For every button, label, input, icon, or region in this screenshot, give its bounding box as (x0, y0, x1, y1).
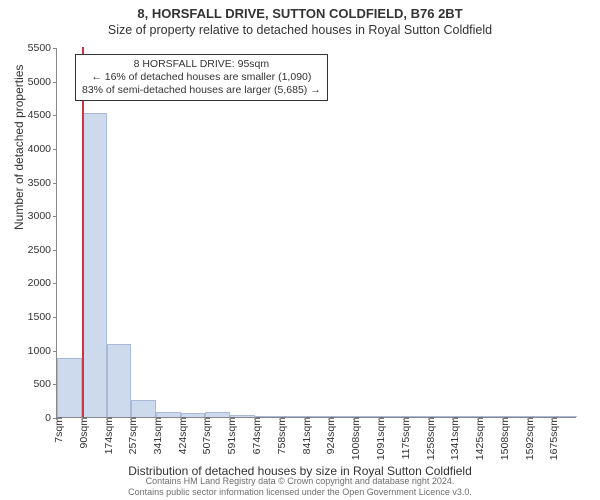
x-tick-mark (379, 417, 380, 421)
plot-region: 0500100015002000250030003500400045005000… (56, 48, 576, 418)
histogram-bar (404, 416, 429, 417)
histogram-bar (131, 400, 156, 417)
chart-area: 0500100015002000250030003500400045005000… (56, 48, 576, 418)
x-tick-label: 257sqm (123, 417, 139, 454)
x-tick-label: 1175sqm (396, 417, 412, 459)
histogram-bar (82, 113, 107, 417)
histogram-bar (57, 358, 82, 417)
x-tick-label: 90sqm (74, 417, 90, 449)
histogram-bar (528, 416, 553, 417)
histogram-bar (552, 416, 577, 417)
x-tick-label: 1091sqm (371, 417, 387, 460)
x-tick-mark (329, 417, 330, 421)
page-title: 8, HORSFALL DRIVE, SUTTON COLDFIELD, B76… (0, 0, 600, 21)
y-tick-mark (53, 351, 57, 352)
y-tick-mark (53, 317, 57, 318)
x-tick-label: 1258sqm (421, 417, 437, 460)
histogram-bar (181, 413, 206, 417)
x-tick-label: 924sqm (321, 417, 337, 454)
x-tick-mark (453, 417, 454, 421)
y-tick-mark (53, 250, 57, 251)
x-tick-label: 1508sqm (495, 417, 511, 460)
annotation-line-1: 8 HORSFALL DRIVE: 95sqm (82, 58, 321, 71)
x-tick-mark (156, 417, 157, 421)
property-marker-line (82, 47, 84, 417)
x-tick-mark (478, 417, 479, 421)
histogram-bar (305, 416, 330, 417)
x-tick-label: 1341sqm (445, 417, 461, 460)
histogram-bar (230, 415, 255, 417)
x-tick-label: 1675sqm (544, 417, 560, 460)
x-tick-mark (305, 417, 306, 421)
y-tick-mark (53, 216, 57, 217)
page-subtitle: Size of property relative to detached ho… (0, 21, 600, 37)
x-tick-label: 341sqm (148, 417, 164, 454)
x-tick-mark (280, 417, 281, 421)
x-tick-label: 1008sqm (346, 417, 362, 460)
x-tick-mark (255, 417, 256, 421)
x-tick-mark (528, 417, 529, 421)
histogram-bar (329, 416, 354, 417)
x-tick-label: 674sqm (247, 417, 263, 454)
x-tick-label: 174sqm (99, 417, 115, 454)
footer-attribution: Contains HM Land Registry data © Crown c… (0, 476, 600, 498)
histogram-bar (156, 412, 181, 417)
histogram-bar (280, 416, 305, 417)
chart-container: 8, HORSFALL DRIVE, SUTTON COLDFIELD, B76… (0, 0, 600, 500)
x-tick-mark (57, 417, 58, 421)
y-tick-mark (53, 82, 57, 83)
histogram-bar (107, 344, 132, 417)
histogram-bar (379, 416, 404, 417)
annotation-line-3: 83% of semi-detached houses are larger (… (82, 84, 321, 97)
histogram-bar (354, 416, 379, 417)
x-tick-label: 591sqm (222, 417, 238, 454)
x-tick-label: 507sqm (197, 417, 213, 454)
histogram-bar (429, 416, 454, 417)
histogram-bar (503, 416, 528, 417)
annotation-line-2: ← 16% of detached houses are smaller (1,… (82, 71, 321, 84)
x-tick-mark (230, 417, 231, 421)
x-tick-label: 1592sqm (520, 417, 536, 460)
histogram-bar (255, 416, 280, 417)
histogram-bar (205, 412, 230, 417)
x-tick-mark (552, 417, 553, 421)
y-tick-mark (53, 48, 57, 49)
y-tick-mark (53, 183, 57, 184)
footer-line-2: Contains public sector information licen… (0, 487, 600, 498)
x-tick-label: 841sqm (297, 417, 313, 454)
y-tick-mark (53, 115, 57, 116)
x-tick-mark (429, 417, 430, 421)
x-tick-mark (107, 417, 108, 421)
footer-line-1: Contains HM Land Registry data © Crown c… (0, 476, 600, 487)
annotation-box: 8 HORSFALL DRIVE: 95sqm ← 16% of detache… (75, 54, 328, 101)
x-tick-mark (131, 417, 132, 421)
histogram-bar (453, 416, 478, 417)
x-tick-mark (82, 417, 83, 421)
x-tick-mark (181, 417, 182, 421)
y-tick-mark (53, 149, 57, 150)
x-tick-label: 1425sqm (470, 417, 486, 460)
histogram-bar (478, 416, 503, 417)
x-tick-label: 424sqm (173, 417, 189, 454)
y-tick-mark (53, 283, 57, 284)
x-tick-mark (404, 417, 405, 421)
x-tick-mark (503, 417, 504, 421)
x-tick-mark (205, 417, 206, 421)
x-tick-label: 758sqm (272, 417, 288, 454)
x-tick-mark (354, 417, 355, 421)
y-axis-label: Number of detached properties (12, 65, 26, 230)
